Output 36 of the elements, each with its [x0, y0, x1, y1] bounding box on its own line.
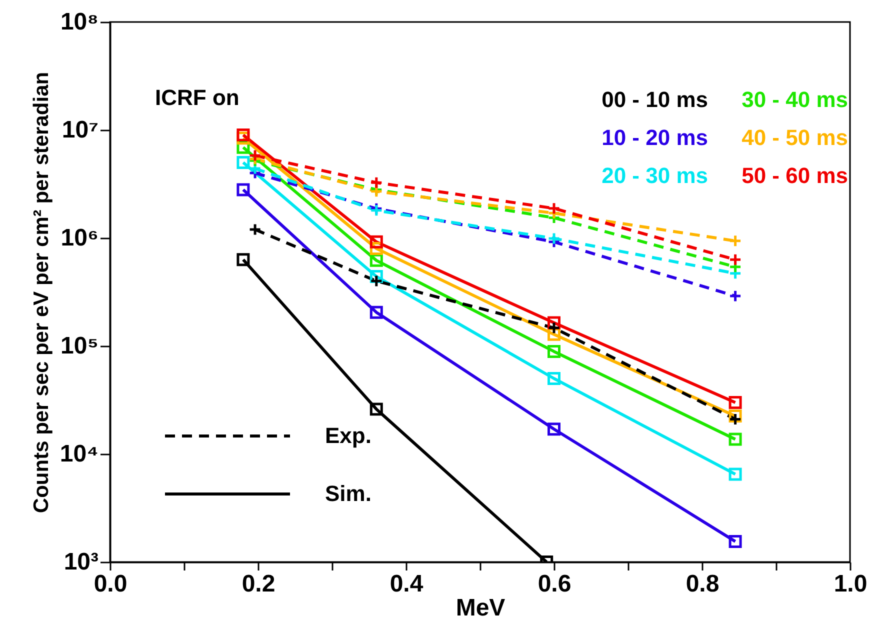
text: 20 - 30 ms: [602, 163, 708, 188]
point: [728, 534, 742, 548]
x-tick-label: 0.4: [390, 570, 424, 598]
point: [548, 372, 560, 386]
text: 00 - 10 ms: [602, 87, 708, 112]
y-axis-title: Counts per sec per eV per cm² per steradian: [30, 72, 53, 514]
y-tick-label: 10⁴: [60, 440, 98, 468]
point: [548, 422, 560, 436]
x-tick-label: 0.2: [242, 570, 276, 598]
y-tick-label: 10⁵: [60, 332, 98, 360]
annotation: Exp.: [325, 423, 372, 448]
annotation: ICRF on: [155, 85, 240, 110]
y-tick-label: 10⁷: [62, 116, 98, 144]
x-axis-title: MeV: [456, 594, 506, 622]
x-tick-label: 0.6: [538, 570, 572, 598]
text: 30 - 40 ms: [742, 87, 848, 112]
point: [728, 468, 742, 481]
x-tick-label: 1.0: [834, 570, 868, 598]
point: [236, 253, 250, 266]
point: [370, 402, 383, 416]
text: 10 - 20 ms: [602, 125, 708, 150]
point: [370, 235, 383, 248]
point: [548, 344, 560, 358]
point: [370, 306, 383, 319]
x-tick-label: 0.8: [686, 570, 720, 598]
point: [236, 183, 250, 196]
point: [236, 128, 250, 142]
point: [236, 156, 250, 170]
text: 40 - 50 ms: [742, 125, 848, 150]
y-tick-label: 10⁸: [60, 8, 98, 36]
point: [728, 396, 742, 409]
point: [370, 254, 383, 267]
y-tick-label: 10⁶: [60, 224, 98, 252]
text: 50 - 60 ms: [742, 163, 848, 188]
annotation: Sim.: [325, 481, 372, 506]
point: [728, 432, 742, 446]
